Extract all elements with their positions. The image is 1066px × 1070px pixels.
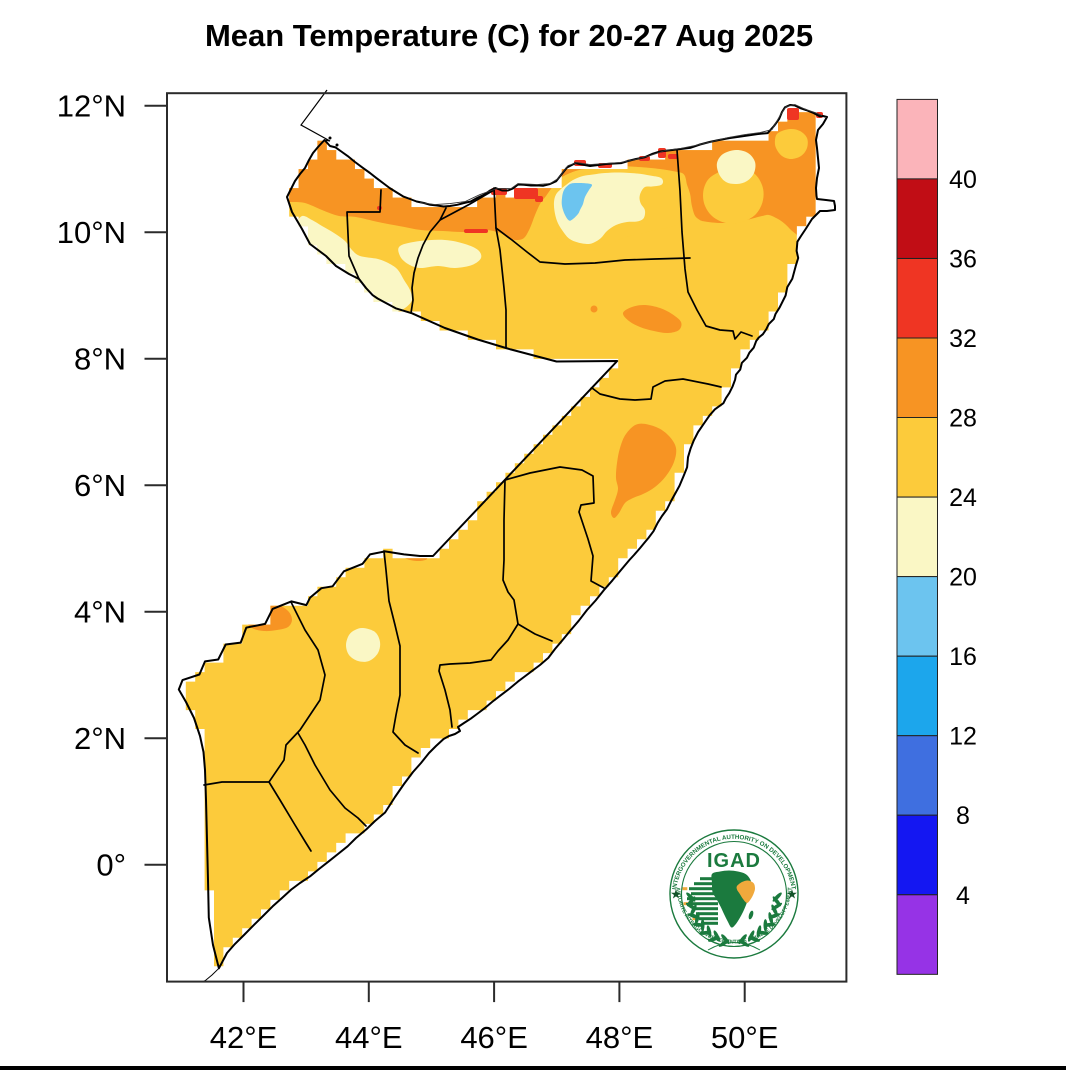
svg-text:8°N: 8°N	[74, 342, 126, 377]
svg-text:4: 4	[956, 882, 970, 910]
svg-text:8: 8	[956, 802, 970, 830]
svg-text:16: 16	[949, 643, 977, 671]
svg-text:IGAD: IGAD	[707, 850, 761, 872]
svg-text:24: 24	[949, 484, 977, 512]
svg-text:28: 28	[949, 405, 977, 433]
svg-text:44°E: 44°E	[335, 1020, 403, 1055]
svg-text:4°N: 4°N	[74, 595, 126, 630]
svg-text:2°N: 2°N	[74, 721, 126, 756]
svg-text:32: 32	[949, 325, 977, 353]
svg-text:48°E: 48°E	[586, 1020, 654, 1055]
svg-text:42°E: 42°E	[210, 1020, 278, 1055]
svg-text:36: 36	[949, 246, 977, 274]
svg-text:★: ★	[670, 887, 682, 902]
svg-text:★: ★	[786, 887, 798, 902]
svg-text:46°E: 46°E	[460, 1020, 528, 1055]
svg-text:12°N: 12°N	[57, 89, 126, 124]
svg-text:10°N: 10°N	[57, 215, 126, 250]
svg-text:12: 12	[949, 723, 977, 751]
svg-text:20: 20	[949, 564, 977, 592]
svg-text:0°: 0°	[96, 848, 126, 883]
svg-text:6°N: 6°N	[74, 468, 126, 503]
svg-text:Mean Temperature (C) for 20-27: Mean Temperature (C) for 20-27 Aug 2025	[205, 18, 813, 53]
svg-text:40: 40	[949, 166, 977, 194]
svg-text:50°E: 50°E	[711, 1020, 779, 1055]
